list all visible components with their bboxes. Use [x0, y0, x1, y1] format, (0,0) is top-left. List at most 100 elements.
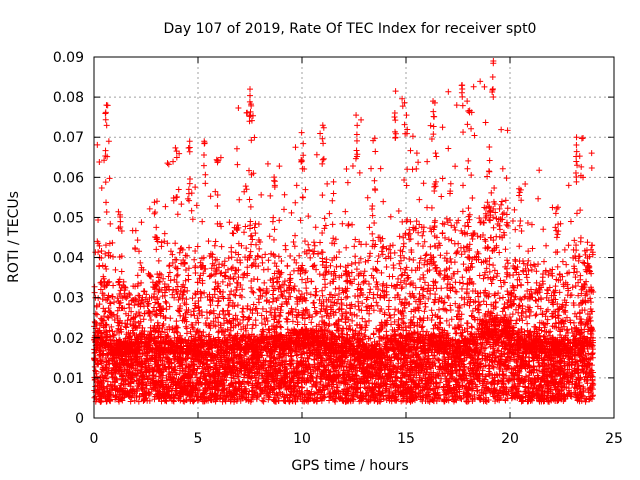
- data-point: [244, 264, 251, 271]
- data-point: [96, 242, 103, 249]
- data-point: [322, 281, 329, 288]
- data-point: [234, 161, 241, 168]
- data-point: [102, 308, 109, 315]
- data-point: [269, 218, 276, 225]
- data-point: [166, 269, 173, 276]
- data-point: [302, 186, 309, 193]
- data-point: [233, 145, 240, 152]
- data-point: [335, 306, 342, 313]
- data-point: [343, 165, 350, 172]
- data-point: [259, 328, 266, 335]
- data-point: [107, 333, 114, 340]
- data-point: [103, 321, 110, 328]
- data-point: [305, 213, 312, 220]
- data-point: [228, 254, 235, 261]
- data-point: [274, 278, 281, 285]
- data-point: [319, 287, 326, 294]
- data-point: [292, 199, 299, 206]
- data-point: [301, 238, 308, 245]
- data-point: [137, 259, 144, 266]
- data-point: [271, 177, 278, 184]
- data-point: [98, 248, 105, 255]
- data-points: [91, 58, 597, 405]
- data-point: [247, 218, 254, 225]
- data-point: [284, 262, 291, 269]
- data-point: [307, 254, 314, 261]
- data-point: [162, 203, 169, 210]
- data-point: [305, 241, 312, 248]
- data-point: [297, 217, 304, 224]
- data-point: [344, 293, 351, 300]
- data-point: [207, 193, 214, 200]
- data-point: [300, 140, 307, 147]
- data-point: [118, 396, 125, 403]
- data-point: [114, 328, 121, 335]
- data-point: [241, 270, 248, 277]
- data-point: [95, 240, 102, 247]
- data-point: [132, 246, 139, 253]
- data-point: [176, 249, 183, 256]
- data-point: [162, 298, 169, 305]
- data-point: [107, 300, 114, 307]
- data-point: [91, 289, 98, 296]
- data-point: [270, 236, 277, 243]
- data-point: [131, 302, 138, 309]
- data-point: [345, 221, 352, 228]
- data-point: [283, 315, 290, 322]
- data-point: [91, 318, 98, 325]
- data-point: [299, 157, 306, 164]
- data-point: [128, 336, 135, 343]
- data-point: [344, 179, 351, 186]
- data-point: [245, 379, 252, 386]
- data-point: [205, 238, 212, 245]
- data-point: [102, 250, 109, 257]
- data-point: [298, 129, 305, 136]
- data-point: [260, 266, 267, 273]
- data-point: [282, 242, 289, 249]
- data-point: [105, 314, 112, 321]
- data-point: [188, 207, 195, 214]
- data-point: [329, 197, 336, 204]
- data-point: [230, 275, 237, 282]
- data-point: [172, 144, 179, 151]
- data-point: [138, 219, 145, 226]
- data-point: [191, 256, 198, 263]
- data-point: [125, 329, 132, 336]
- data-point: [121, 366, 128, 373]
- data-point: [337, 263, 344, 270]
- data-point: [214, 157, 221, 164]
- data-point: [330, 178, 337, 185]
- data-point: [122, 377, 129, 384]
- data-point: [169, 251, 176, 258]
- data-point: [317, 239, 324, 246]
- data-point: [290, 238, 297, 245]
- data-point: [103, 199, 110, 206]
- data-point: [249, 288, 256, 295]
- data-point: [118, 228, 125, 235]
- data-point: [307, 291, 314, 298]
- data-point: [153, 246, 160, 253]
- data-point: [109, 239, 116, 246]
- data-point: [95, 361, 102, 368]
- data-point: [259, 259, 266, 266]
- data-point: [248, 137, 255, 144]
- data-point: [265, 257, 272, 264]
- data-point: [155, 257, 162, 264]
- data-point: [100, 384, 107, 391]
- data-point: [138, 279, 145, 286]
- data-point: [235, 105, 242, 112]
- data-point: [194, 243, 201, 250]
- data-point: [108, 340, 115, 347]
- data-point: [134, 237, 141, 244]
- data-point: [110, 282, 117, 289]
- data-point: [110, 253, 117, 260]
- data-point: [252, 317, 259, 324]
- data-point: [97, 348, 104, 355]
- data-point: [103, 282, 110, 289]
- data-point: [116, 341, 123, 348]
- data-point: [255, 221, 262, 228]
- data-point: [104, 378, 111, 385]
- data-point: [97, 335, 104, 342]
- data-point: [312, 292, 319, 299]
- data-point: [324, 180, 331, 187]
